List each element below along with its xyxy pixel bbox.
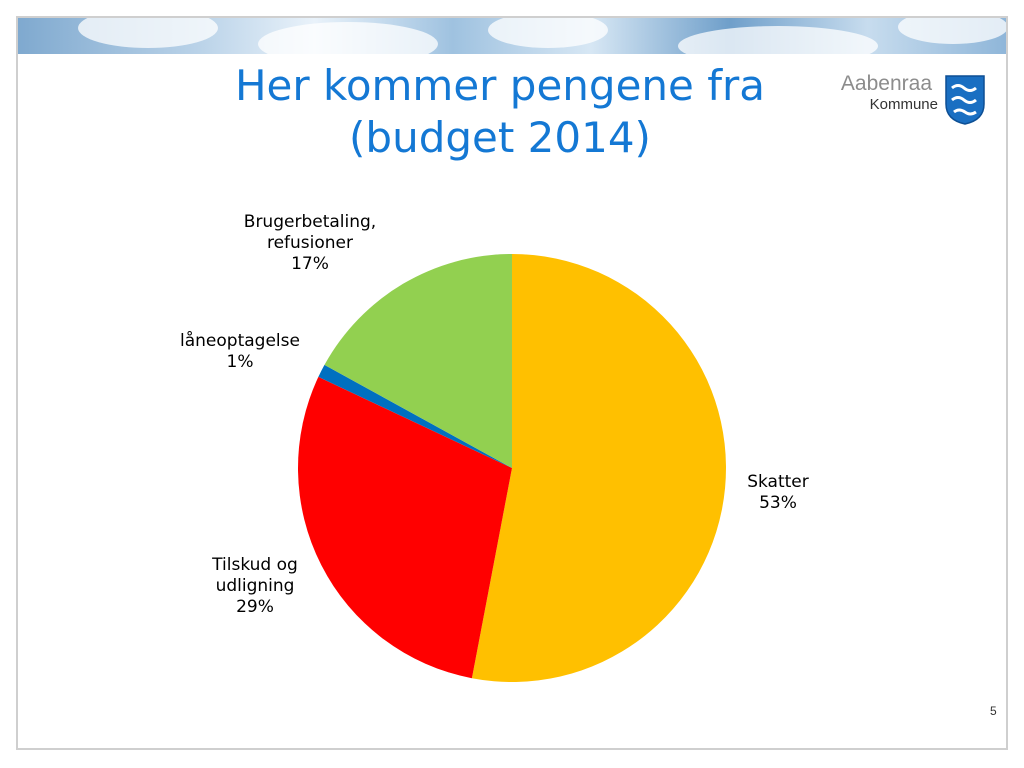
slice-name-label: udligning [215, 576, 295, 596]
logo-text-line1: Aabenraa [840, 72, 932, 95]
slide-number: 5 [990, 704, 997, 718]
slice-label: Brugerbetaling, refusioner 17% [225, 212, 395, 275]
aabenraa-logo: Aabenraa Kommune [832, 72, 992, 132]
pie-slice [471, 254, 726, 682]
slice-value-label: 29% [236, 597, 274, 617]
title-line-2: (budget 2014) [349, 113, 651, 162]
coat-of-arms-icon [945, 75, 985, 125]
title-line-1: Her kommer pengene fra [234, 61, 766, 110]
slice-name-label: refusioner [266, 233, 354, 253]
pie-slice [324, 254, 512, 468]
sky-banner [18, 18, 1006, 54]
slice-name-label: Skatter [747, 472, 809, 492]
slice-label: låneoptagelse 1% [160, 331, 320, 373]
slice-name-label: Brugerbetaling, [243, 212, 377, 232]
slice-value-label: 17% [291, 254, 329, 274]
slice-name-label: låneoptagelse [180, 331, 300, 351]
slide-title: Her kommer pengene fra (budget 2014) [150, 60, 850, 164]
slice-value-label: 1% [226, 352, 254, 372]
slice-label: Tilskud og udligning 29% [180, 555, 330, 618]
pie-slice [298, 376, 512, 679]
logo-text-line2: Kommune [869, 96, 938, 113]
slice-value-label: 53% [759, 493, 797, 513]
pie-slice [318, 364, 512, 468]
slice-label: Skatter 53% [718, 472, 838, 514]
slice-name-label: Tilskud og [212, 555, 298, 575]
